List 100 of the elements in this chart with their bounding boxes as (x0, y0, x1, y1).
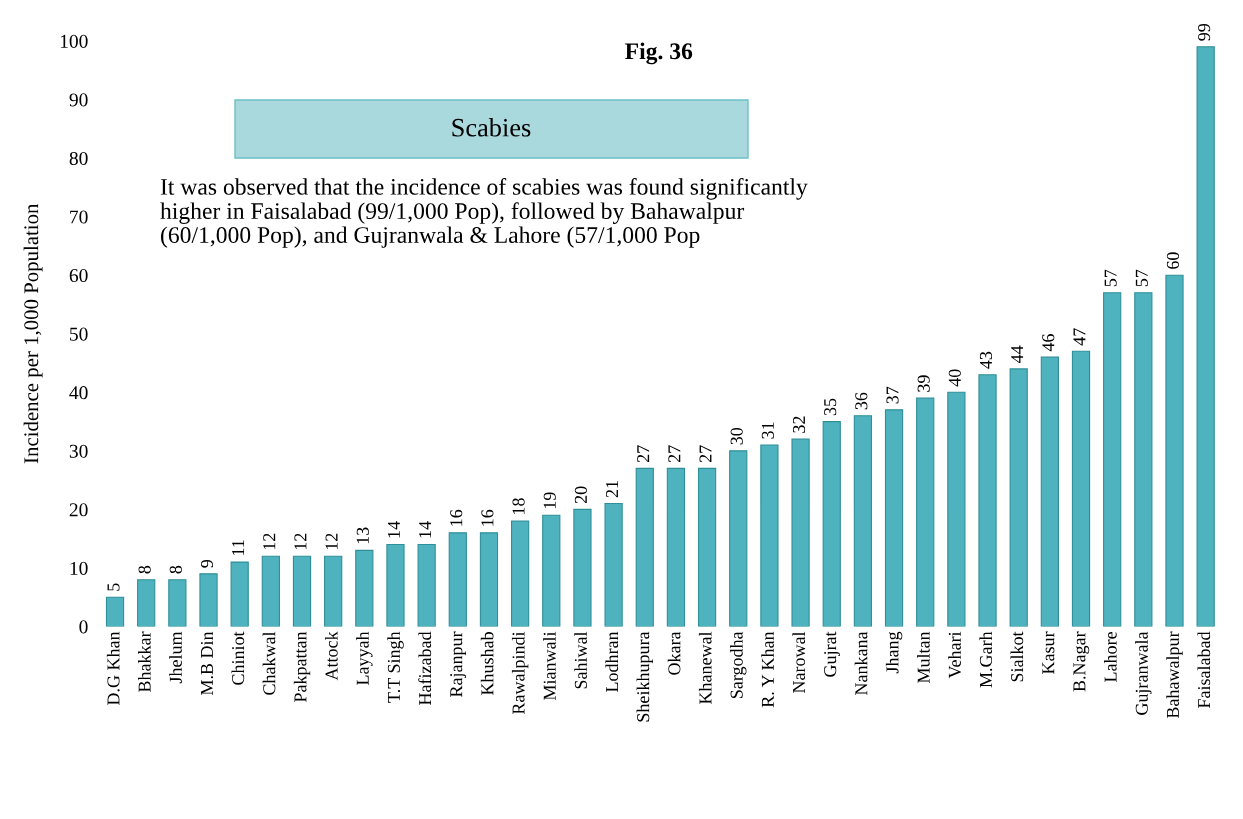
bar (261, 555, 280, 627)
y-tick-label: 20 (69, 503, 88, 517)
bar (729, 450, 748, 627)
x-tick-label: Gujrat (824, 631, 840, 677)
bar (199, 573, 218, 627)
bar (978, 374, 997, 627)
y-tick-label: 10 (70, 561, 88, 575)
x-tick-label: Narowal (792, 631, 806, 694)
x-tick-label: T.T Singh (387, 631, 404, 703)
bar (324, 555, 343, 627)
x-tick-label: Faisalabad (1197, 631, 1211, 709)
data-label: 40 (948, 369, 961, 387)
data-label: 9 (200, 559, 214, 568)
y-tick-label: 60 (69, 269, 88, 283)
data-label: 8 (169, 565, 182, 574)
bar (448, 532, 467, 627)
bar (417, 543, 436, 627)
x-tick-label: Sheikhupura (636, 631, 653, 722)
data-label: 27 (699, 445, 712, 463)
bar (1103, 292, 1122, 627)
bar (916, 397, 935, 627)
annotation: Scabies (452, 118, 531, 137)
data-label: 5 (107, 583, 120, 591)
data-label: 8 (138, 565, 151, 574)
data-label: 32 (792, 416, 806, 433)
x-tick-label: Bahawalpur (1166, 631, 1183, 719)
data-label: 19 (543, 492, 556, 509)
data-label: 44 (1011, 345, 1024, 363)
x-tick-label: Bhakkar (138, 631, 151, 693)
bar (137, 579, 156, 627)
x-tick-label: M.B Din (200, 631, 214, 696)
x-tick-label: Layyah (356, 631, 373, 686)
bar (604, 503, 623, 627)
x-tick-label: Multan (917, 631, 930, 684)
x-tick-label: Sahiwal (574, 631, 587, 689)
x-tick-label: R. Y Khan (761, 631, 775, 708)
data-label: 39 (917, 375, 930, 392)
bar (355, 549, 374, 627)
x-tick-label: Gujranwala (1135, 631, 1152, 715)
data-label: 35 (824, 398, 837, 416)
x-tick-label: Lahore (1103, 632, 1117, 682)
x-tick-label: Chiniot (231, 631, 245, 685)
data-label: 27 (668, 445, 681, 463)
bar (573, 508, 592, 627)
x-tick-label: Rajanpur (450, 631, 466, 698)
data-label: 57 (1104, 269, 1117, 287)
data-label: 12 (263, 533, 276, 550)
data-label: 14 (419, 521, 431, 538)
x-tick-label: Jhelum (169, 631, 182, 684)
x-tick-label: Rawalpindi (511, 631, 529, 715)
y-tick-label: 90 (69, 93, 88, 107)
data-label: 12 (325, 533, 338, 550)
bar (697, 467, 717, 627)
bar (666, 467, 686, 627)
x-tick-label: Kasur (1042, 631, 1055, 674)
annotation: It was observed that the incidence of scabies was found significantly higher in Faisalabad (99/1,000 Pop), followed by Bahawalpur (60/1,000 Pop), and Gujranwala & Lahore (57/1,000 Pop (160, 178, 808, 248)
x-tick-label: Lodhran (605, 631, 619, 693)
x-tick-label: Sialkot (1010, 631, 1024, 682)
x-tick-label: Attock (324, 631, 338, 681)
data-label: 13 (356, 527, 369, 544)
y-tick-label: 0 (79, 620, 88, 634)
bar (479, 532, 499, 627)
data-label: 16 (450, 509, 463, 526)
bar (760, 444, 779, 627)
x-tick-label: Khushab (480, 632, 494, 696)
data-label: 36 (855, 392, 868, 410)
x-tick-label: Mianwali (543, 631, 556, 701)
data-label: 18 (512, 498, 525, 514)
x-tick-label: B.Nagar (1073, 631, 1090, 692)
bar (511, 520, 530, 627)
y-tick-label: 40 (69, 386, 88, 400)
data-label: 16 (481, 509, 494, 526)
data-label: 99 (1198, 23, 1211, 41)
data-label: 14 (387, 521, 400, 538)
y-axis-title: Incidence per 1,000 Population (23, 203, 43, 464)
y-tick-label: 30 (69, 444, 88, 458)
bar (884, 409, 904, 627)
data-label: 31 (761, 422, 774, 439)
bar (1196, 46, 1215, 627)
bar (1165, 274, 1184, 627)
data-label: 46 (1042, 334, 1055, 352)
data-label: 27 (637, 445, 650, 463)
data-label: 37 (886, 386, 899, 404)
bar (635, 467, 654, 627)
y-tick-label: 70 (70, 210, 88, 224)
bar (168, 579, 187, 627)
data-label: 47 (1073, 328, 1086, 346)
data-label: 60 (1166, 252, 1180, 269)
x-tick-label: Okara (667, 631, 681, 675)
x-tick-label: Pakpattan (293, 631, 311, 703)
data-label: 20 (574, 486, 587, 504)
x-tick-label: Jhang (885, 631, 903, 674)
x-tick-label: D.G Khan (106, 631, 120, 706)
y-tick-label: 50 (70, 327, 88, 341)
data-label: 30 (730, 427, 743, 445)
x-tick-label: Nankana (854, 631, 868, 696)
chart-title: Fig. 36 (625, 42, 693, 65)
data-label: 43 (979, 351, 993, 369)
bar (292, 555, 312, 627)
bar (230, 561, 249, 627)
